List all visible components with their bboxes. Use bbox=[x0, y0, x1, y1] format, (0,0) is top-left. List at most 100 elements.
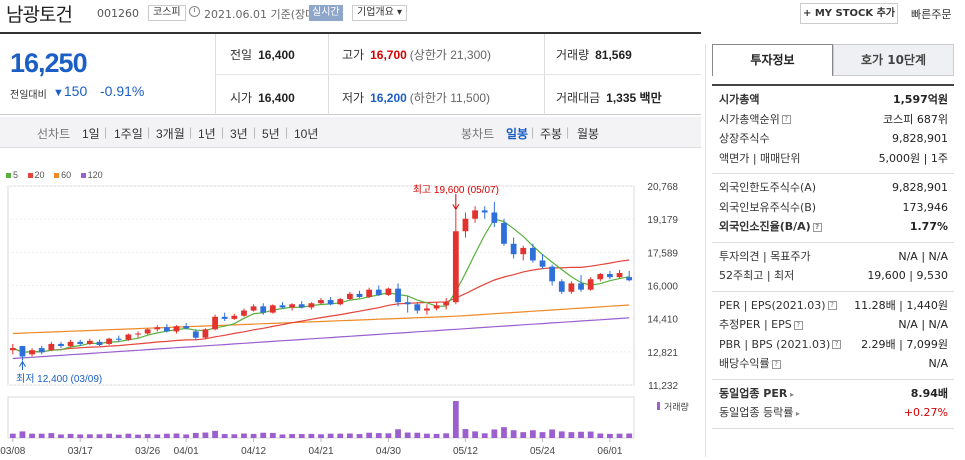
help-icon[interactable]: ? bbox=[827, 301, 837, 310]
candle-body[interactable] bbox=[568, 283, 575, 292]
volume-bar bbox=[356, 434, 363, 438]
invest-row-value: 2.29배 | 7,099원 bbox=[861, 337, 948, 351]
candle-body[interactable] bbox=[549, 266, 556, 282]
candle-body[interactable] bbox=[58, 343, 64, 347]
company-info-dropdown[interactable]: 기업개요 ▾ bbox=[352, 5, 407, 21]
candle-daily[interactable]: 일봉 bbox=[506, 127, 529, 141]
candle-body[interactable] bbox=[125, 334, 132, 340]
candle-body[interactable] bbox=[626, 277, 633, 281]
candle-body[interactable] bbox=[539, 260, 546, 267]
candle-body[interactable] bbox=[308, 303, 315, 308]
candle-body[interactable] bbox=[558, 281, 565, 292]
stock-chart[interactable]: 5 20 60 120 20,768 19,179 17,589 16,000 14,4… bbox=[0, 150, 701, 457]
realtime-badge[interactable]: 실시간 bbox=[309, 5, 343, 21]
candle-body[interactable] bbox=[597, 274, 604, 280]
candle-body[interactable] bbox=[347, 293, 353, 300]
tab-invest-info[interactable]: 투자정보 bbox=[712, 44, 833, 76]
candle-body[interactable] bbox=[452, 231, 459, 303]
candle-body[interactable] bbox=[38, 348, 45, 353]
candle-body[interactable] bbox=[183, 326, 190, 329]
candle-body[interactable] bbox=[77, 341, 84, 344]
candle-body[interactable] bbox=[250, 306, 257, 311]
candle-body[interactable] bbox=[375, 289, 382, 295]
candle-body[interactable] bbox=[231, 315, 238, 319]
candle-body[interactable] bbox=[154, 327, 161, 330]
quick-order-link[interactable]: 빠른주문 bbox=[911, 8, 952, 21]
candle-body[interactable] bbox=[424, 308, 430, 311]
candle-body[interactable] bbox=[48, 343, 55, 351]
candle-body[interactable] bbox=[587, 279, 594, 290]
candle-body[interactable] bbox=[433, 305, 440, 309]
candle-body[interactable] bbox=[404, 302, 411, 305]
candle-body[interactable] bbox=[481, 210, 488, 213]
period-5y[interactable]: 5년 bbox=[262, 127, 280, 141]
candle-body[interactable] bbox=[164, 327, 170, 332]
help-icon[interactable]: ? bbox=[771, 359, 781, 369]
candle-body[interactable] bbox=[96, 341, 103, 345]
candle-body[interactable] bbox=[67, 341, 74, 347]
candle-body[interactable] bbox=[202, 329, 209, 338]
candle-body[interactable] bbox=[19, 346, 26, 357]
period-3y[interactable]: 3년 bbox=[230, 127, 248, 141]
candle-body[interactable] bbox=[366, 289, 373, 297]
candle-body[interactable] bbox=[414, 304, 421, 311]
candle-body[interactable] bbox=[221, 316, 228, 319]
period-1y[interactable]: 1년 bbox=[198, 127, 216, 141]
candle-body[interactable] bbox=[501, 222, 507, 244]
candle-body[interactable] bbox=[115, 338, 122, 340]
help-icon[interactable]: ? bbox=[812, 222, 822, 232]
candle-body[interactable] bbox=[279, 305, 286, 308]
candle-body[interactable] bbox=[106, 338, 113, 344]
candle-body[interactable] bbox=[318, 300, 324, 304]
candle-body[interactable] bbox=[385, 288, 392, 295]
candle-body[interactable] bbox=[327, 300, 334, 305]
volume-legend-label: 거래량 bbox=[664, 401, 689, 412]
candle-body[interactable] bbox=[356, 293, 363, 297]
volume-bar bbox=[607, 433, 613, 438]
candle-body[interactable] bbox=[443, 302, 450, 306]
candle-body[interactable] bbox=[510, 243, 517, 255]
candle-body[interactable] bbox=[491, 212, 498, 223]
candle-body[interactable] bbox=[212, 316, 218, 330]
candle-body[interactable] bbox=[29, 350, 35, 355]
high-annotation: 최고 19,600 (05/07) bbox=[413, 184, 499, 196]
period-3m[interactable]: 3개월 bbox=[156, 127, 185, 141]
invest-row: 동일업종 PER ▸ 8.94배 bbox=[712, 384, 954, 404]
candle-weekly[interactable]: 주봉 bbox=[540, 127, 563, 141]
candle-body[interactable] bbox=[86, 340, 93, 344]
candle-body[interactable] bbox=[289, 304, 295, 308]
candle-monthly[interactable]: 월봉 bbox=[577, 127, 600, 141]
candle-body[interactable] bbox=[298, 304, 305, 308]
help-icon[interactable]: ? bbox=[781, 115, 791, 124]
candle-body[interactable] bbox=[173, 326, 180, 332]
candle-body[interactable] bbox=[607, 274, 613, 278]
candle-chart-svg[interactable]: 20,768 19,179 17,589 16,000 14,410 12,821 11,2… bbox=[0, 150, 701, 457]
candle-body[interactable] bbox=[520, 247, 527, 255]
add-mystock-button[interactable]: + MY STOCK 추가 bbox=[800, 3, 898, 24]
candle-body[interactable] bbox=[462, 218, 469, 232]
candle-body[interactable] bbox=[9, 348, 16, 351]
candle-body[interactable] bbox=[144, 329, 151, 334]
candle-body[interactable] bbox=[529, 247, 536, 261]
candle-body[interactable] bbox=[472, 210, 478, 219]
candle-body[interactable] bbox=[260, 306, 267, 313]
candle-body[interactable] bbox=[192, 331, 199, 338]
help-icon[interactable]: ? bbox=[832, 340, 842, 349]
arrow-icon[interactable]: ▸ bbox=[787, 389, 795, 399]
period-1d[interactable]: 1일 bbox=[82, 127, 100, 141]
period-10y[interactable]: 10년 bbox=[294, 127, 319, 141]
candle-body[interactable] bbox=[269, 305, 276, 313]
candle-body[interactable] bbox=[241, 310, 247, 316]
period-1w[interactable]: 1주일 bbox=[114, 127, 143, 141]
tab-orderbook[interactable]: 호가 10단계 bbox=[833, 44, 954, 76]
candle-body[interactable] bbox=[395, 288, 401, 303]
volume-bar bbox=[443, 433, 450, 438]
arrow-icon[interactable]: ▸ bbox=[793, 409, 800, 418]
help-icon[interactable]: ? bbox=[793, 320, 803, 330]
candle-body[interactable] bbox=[578, 283, 584, 290]
volume-bar bbox=[173, 433, 180, 438]
candle-body[interactable] bbox=[616, 272, 623, 278]
candle-body[interactable] bbox=[337, 299, 344, 305]
volume-bar bbox=[96, 434, 103, 438]
candle-body[interactable] bbox=[135, 333, 141, 335]
